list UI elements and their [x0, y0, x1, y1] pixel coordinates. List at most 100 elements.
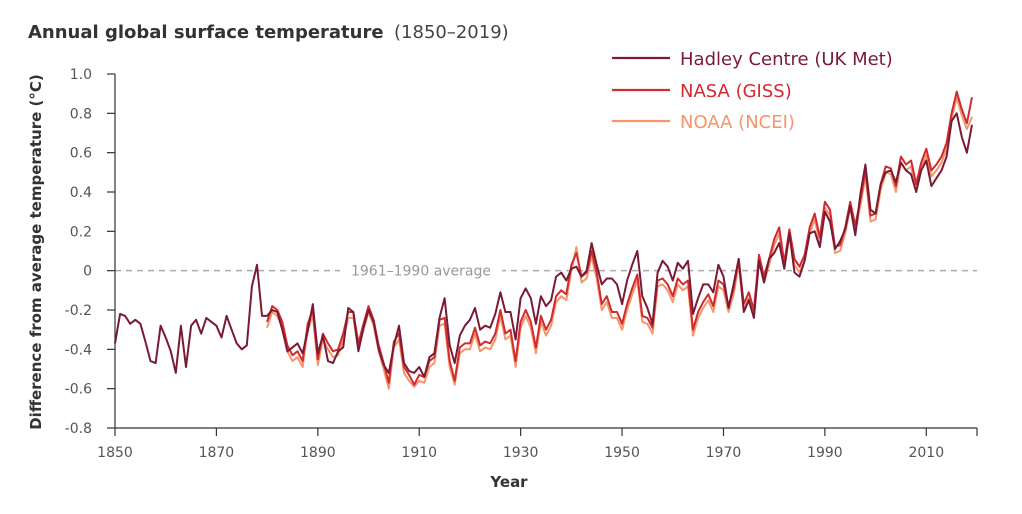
data-point-noaa-ncei [667, 289, 669, 291]
data-point-nasa-giss [945, 142, 948, 144]
data-point-hadley-centre-uk-met [966, 152, 968, 154]
data-point-nasa-giss [418, 374, 420, 376]
data-point-nasa-giss [367, 305, 370, 307]
x-tick-label: 1850 [97, 445, 133, 461]
data-point-hadley-centre-uk-met [286, 350, 288, 352]
data-point-nasa-giss [281, 321, 283, 323]
data-point-hadley-centre-uk-met [971, 124, 973, 126]
data-point-hadley-centre-uk-met [423, 376, 425, 378]
data-point-noaa-ncei [702, 307, 704, 309]
data-point-nasa-giss [550, 319, 552, 321]
y-ticks: 1.0 0.8 0.6 0.4 0.2 0 -0.2 -0.4 -0.6 -0.8 [65, 67, 115, 437]
data-point-hadley-centre-uk-met [885, 171, 887, 173]
data-point-nasa-giss [535, 346, 537, 348]
data-point-hadley-centre-uk-met [149, 360, 152, 362]
chart-title-main: Annual global surface temperature [28, 22, 384, 43]
data-point-hadley-centre-uk-met [443, 297, 446, 299]
series-line-nasa-giss [266, 90, 973, 386]
data-point-nasa-giss [793, 258, 796, 260]
data-point-hadley-centre-uk-met [357, 350, 359, 352]
data-point-nasa-giss [626, 303, 628, 305]
data-point-nasa-giss [885, 165, 887, 168]
data-point-nasa-giss [930, 169, 932, 171]
data-point-noaa-ncei [337, 354, 339, 356]
data-point-noaa-ncei [748, 297, 750, 299]
data-point-hadley-centre-uk-met [550, 299, 552, 301]
data-point-hadley-centre-uk-met [322, 334, 324, 337]
reference-label: 1961–1990 average [351, 264, 491, 280]
data-point-hadley-centre-uk-met [951, 120, 953, 122]
data-point-hadley-centre-uk-met [220, 336, 223, 339]
data-point-nasa-giss [469, 342, 471, 345]
data-point-hadley-centre-uk-met [748, 299, 750, 301]
data-point-hadley-centre-uk-met [276, 311, 278, 313]
data-point-noaa-ncei [550, 325, 552, 327]
data-point-hadley-centre-uk-met [484, 325, 486, 327]
data-point-hadley-centre-uk-met [920, 169, 922, 171]
data-point-hadley-centre-uk-met [702, 283, 704, 286]
data-point-noaa-ncei [966, 128, 968, 130]
data-point-nasa-giss [717, 279, 720, 282]
data-point-hadley-centre-uk-met [347, 307, 349, 309]
data-point-noaa-ncei [956, 97, 958, 99]
legend-item-noaa-ncei: NOAA (NCEI) [612, 112, 795, 133]
data-point-hadley-centre-uk-met [210, 321, 212, 323]
data-point-hadley-centre-uk-met [869, 209, 872, 211]
data-point-noaa-ncei [961, 114, 963, 116]
data-point-nasa-giss [849, 201, 851, 203]
x-tick-label: 1930 [503, 445, 539, 461]
data-point-nasa-giss [778, 226, 780, 228]
data-point-nasa-giss [601, 303, 603, 305]
data-point-noaa-ncei [514, 366, 517, 368]
data-point-noaa-ncei [489, 348, 491, 350]
y-axis-title: Difference from average temperature (°C) [27, 74, 45, 430]
data-point-noaa-ncei [575, 246, 578, 248]
data-point-nasa-giss [940, 156, 943, 158]
data-point-hadley-centre-uk-met [383, 364, 385, 366]
data-point-noaa-ncei [890, 173, 892, 175]
data-point-noaa-ncei [469, 348, 471, 350]
data-point-nasa-giss [773, 238, 775, 240]
axes: 1.0 0.8 0.6 0.4 0.2 0 -0.2 -0.4 -0.6 -0.8 1850 187… [65, 67, 978, 461]
data-point-hadley-centre-uk-met [139, 323, 141, 325]
y-tick-label: 0.2 [70, 224, 92, 240]
y-tick-label: 1.0 [70, 67, 92, 83]
data-point-hadley-centre-uk-met [712, 291, 714, 293]
data-point-hadley-centre-uk-met [682, 268, 684, 270]
data-point-hadley-centre-uk-met [332, 362, 334, 364]
data-point-nasa-giss [895, 185, 897, 187]
data-point-noaa-ncei [940, 161, 943, 164]
data-point-noaa-ncei [484, 346, 486, 348]
data-point-nasa-giss [631, 287, 633, 289]
data-point-noaa-ncei [332, 356, 334, 358]
data-point-hadley-centre-uk-met [940, 169, 943, 171]
data-point-hadley-centre-uk-met [180, 325, 182, 327]
data-point-noaa-ncei [418, 380, 420, 382]
data-point-nasa-giss [966, 122, 968, 124]
data-point-nasa-giss [504, 333, 507, 335]
data-point-hadley-centre-uk-met [514, 338, 517, 341]
data-point-nasa-giss [915, 183, 917, 185]
data-point-noaa-ncei [935, 169, 938, 171]
data-point-nasa-giss [687, 279, 689, 282]
data-point-hadley-centre-uk-met [185, 366, 187, 368]
data-point-nasa-giss [514, 360, 517, 362]
data-point-hadley-centre-uk-met [804, 260, 806, 262]
data-point-noaa-ncei [388, 388, 390, 390]
data-point-hadley-centre-uk-met [200, 333, 202, 335]
data-point-nasa-giss [266, 321, 268, 323]
data-point-hadley-centre-uk-met [621, 303, 623, 305]
data-point-hadley-centre-uk-met [225, 315, 228, 317]
data-point-hadley-centre-uk-met [935, 177, 938, 179]
data-point-nasa-giss [925, 148, 927, 150]
data-point-nasa-giss [494, 333, 496, 335]
x-tick-label: 1910 [401, 445, 437, 461]
data-point-noaa-ncei [672, 301, 674, 303]
data-point-hadley-centre-uk-met [646, 307, 649, 309]
legend-label: NASA (GISS) [680, 81, 792, 102]
data-point-nasa-giss [809, 226, 811, 228]
data-point-hadley-centre-uk-met [606, 277, 608, 280]
x-tick-label: 1950 [604, 445, 640, 461]
data-point-nasa-giss [900, 156, 902, 158]
data-point-noaa-ncei [560, 295, 562, 297]
